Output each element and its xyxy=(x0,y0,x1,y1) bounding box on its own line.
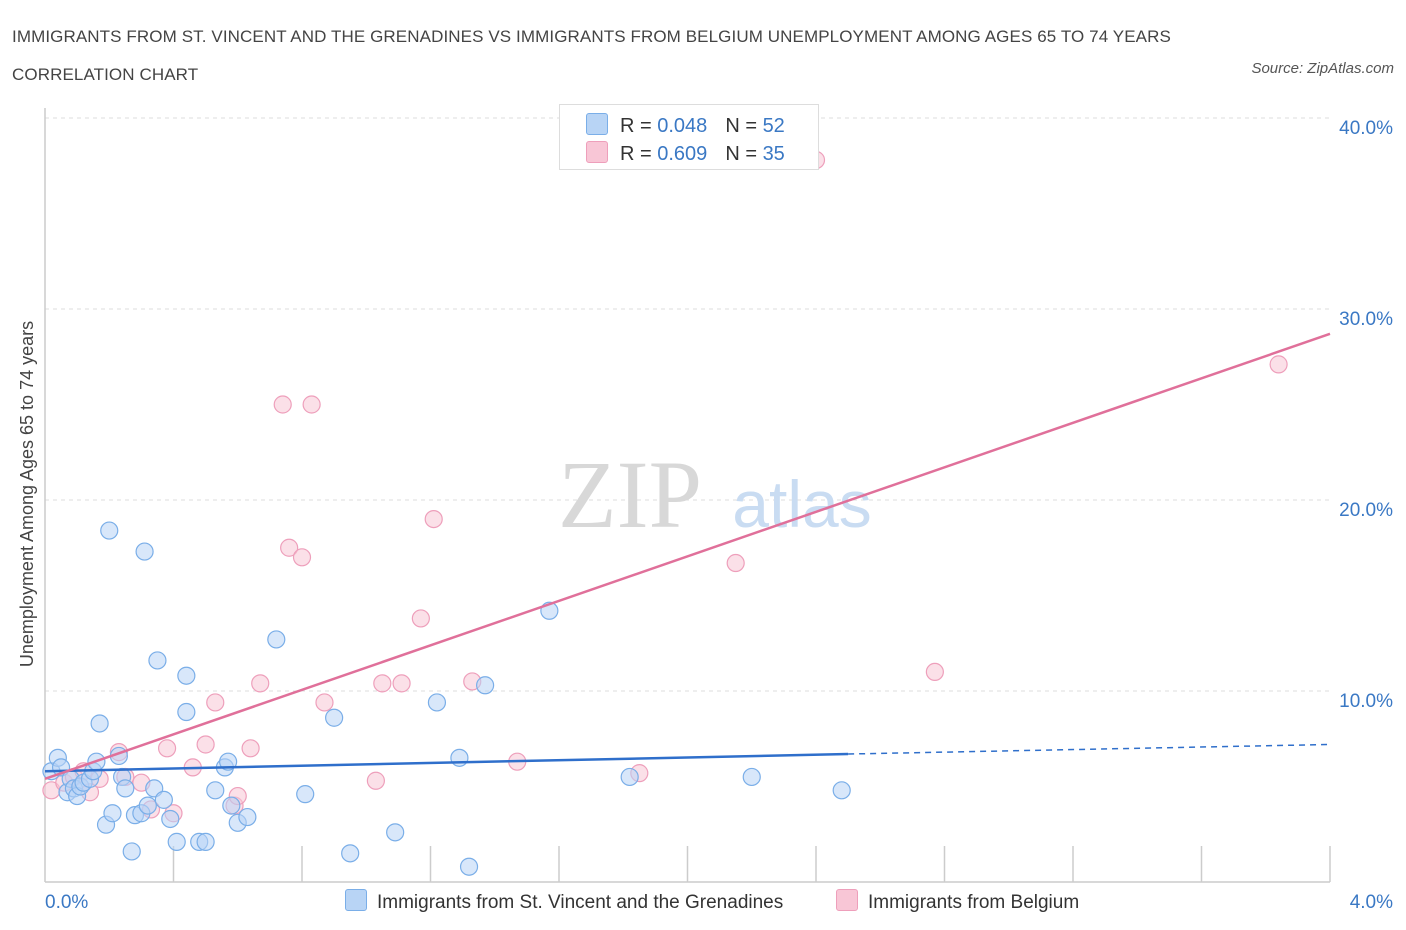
bottom-legend-st-vincent: Immigrants from St. Vincent and the Gren… xyxy=(345,889,783,914)
belgium-point xyxy=(373,674,392,693)
st-vincent-point xyxy=(90,714,109,733)
y-tick-label: 10.0% xyxy=(1339,691,1393,712)
st-vincent-point xyxy=(427,693,447,712)
belgium-point xyxy=(302,395,321,414)
belgium-point xyxy=(273,395,292,414)
belgium-point xyxy=(241,739,260,758)
st-vincent-point xyxy=(476,676,495,695)
belgium-point xyxy=(251,674,270,693)
st-vincent-point xyxy=(167,832,186,851)
st-vincent-point xyxy=(222,796,241,815)
y-axis-label: Unemployment Among Ages 65 to 74 years xyxy=(17,321,37,667)
bottom-legend-swatch-blue xyxy=(345,889,367,911)
st-vincent-point xyxy=(267,630,286,649)
st-vincent-point xyxy=(148,651,167,670)
legend-n-value: 35 xyxy=(762,143,785,165)
st-vincent-point xyxy=(103,804,122,823)
legend-n-label: N = xyxy=(725,143,763,165)
watermark-atlas: atlas xyxy=(732,467,871,541)
bottom-legend-label: Immigrants from St. Vincent and the Gren… xyxy=(377,892,784,913)
belgium-point xyxy=(280,538,299,557)
watermark-zip: ZIP xyxy=(558,441,702,548)
source-label: Source: ZipAtlas.com xyxy=(1251,60,1394,77)
belgium-point xyxy=(206,693,225,712)
legend-n-value: 52 xyxy=(762,115,785,137)
st-vincent-point xyxy=(100,521,119,540)
legend-r-value: 0.609 xyxy=(657,143,708,165)
st-vincent-point xyxy=(161,809,180,829)
y-tick-label: 40.0% xyxy=(1339,118,1393,139)
grid-lines xyxy=(45,117,1330,692)
st-vincent-trend-extension xyxy=(848,743,1331,755)
belgium-point xyxy=(925,662,944,682)
st-vincent-point xyxy=(206,781,225,800)
belgium-point xyxy=(424,509,443,529)
belgium-point xyxy=(292,548,312,567)
st-vincent-point xyxy=(620,767,639,787)
y-tick-label: 20.0% xyxy=(1339,500,1393,521)
belgium-point xyxy=(157,739,177,758)
belgium-point xyxy=(366,771,385,790)
belgium-point xyxy=(411,609,430,628)
x-tick-label: 0.0% xyxy=(45,892,88,913)
st-vincent-point xyxy=(177,702,196,722)
tick-labels: 10.0% 20.0% 30.0% 40.0% 0.0% 4.0% xyxy=(45,118,1393,913)
st-vincent-point xyxy=(116,779,135,798)
legend-r-value: 0.048 xyxy=(657,115,708,137)
st-vincent-point xyxy=(459,857,479,876)
axes xyxy=(44,108,1331,883)
bottom-legend-label: Immigrants from Belgium xyxy=(868,892,1080,913)
legend-row-belgium: R = 0.609 N = 35 xyxy=(586,141,785,165)
belgium-point xyxy=(726,553,745,573)
belgium-trend-line xyxy=(44,332,1331,781)
st-vincent-point xyxy=(341,844,360,863)
st-vincent-point xyxy=(742,767,761,787)
belgium-point xyxy=(392,674,411,693)
legend-swatch-pink xyxy=(586,141,608,163)
belgium-point xyxy=(1269,355,1288,374)
chart-title: IMMIGRANTS FROM ST. VINCENT AND THE GREN… xyxy=(12,27,1171,84)
st-vincent-point xyxy=(325,708,344,727)
y-tick-label: 30.0% xyxy=(1339,309,1393,330)
x-tick-label: 4.0% xyxy=(1350,892,1393,913)
st-vincent-point xyxy=(450,748,469,767)
bottom-legend-belgium: Immigrants from Belgium xyxy=(836,889,1079,914)
st-vincent-point xyxy=(122,842,141,861)
legend-r-label: R = xyxy=(620,143,658,165)
watermark: ZIP atlas xyxy=(558,441,872,548)
st-vincent-point xyxy=(219,752,238,771)
belgium-point xyxy=(315,693,334,712)
legend-n-label: N = xyxy=(725,115,763,137)
st-vincent-points xyxy=(42,521,851,876)
st-vincent-point xyxy=(177,666,196,685)
st-vincent-point xyxy=(238,807,257,827)
st-vincent-point xyxy=(138,796,157,815)
st-vincent-trend-line xyxy=(44,752,849,773)
st-vincent-point xyxy=(386,823,405,842)
belgium-point xyxy=(196,735,215,754)
bottom-legend-swatch-pink xyxy=(836,889,858,911)
legend-swatch-blue xyxy=(586,113,608,135)
st-vincent-point xyxy=(135,542,154,561)
st-vincent-point xyxy=(196,832,215,851)
st-vincent-point xyxy=(296,785,315,804)
legend-r-label: R = xyxy=(620,115,658,137)
trend-lines xyxy=(44,332,1331,781)
st-vincent-point xyxy=(832,781,851,800)
st-vincent-point xyxy=(154,790,173,809)
legend-row-st-vincent: R = 0.048 N = 52 xyxy=(586,113,785,137)
legend: R = 0.048 N = 52 R = 0.609 N = 35 xyxy=(559,104,819,170)
